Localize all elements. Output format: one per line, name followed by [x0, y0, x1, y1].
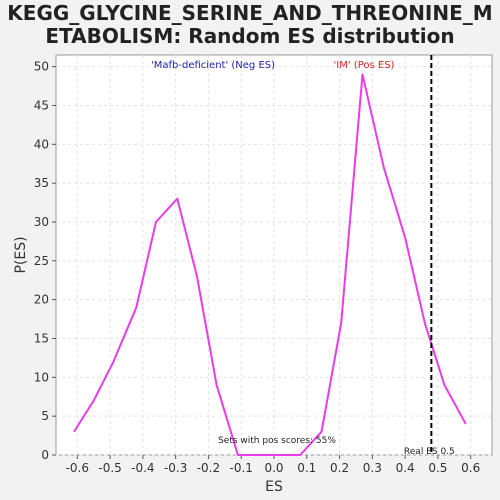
x-tick-label: -0.1	[230, 461, 253, 475]
pos-scores-annotation: Sets with pos scores: 55%	[218, 436, 336, 446]
x-tick-label: 0.1	[297, 461, 316, 475]
y-tick-label: 40	[34, 137, 49, 151]
y-tick-label: 15	[34, 331, 49, 345]
legend-neg-es: 'Mafb-deficient' (Neg ES)	[151, 60, 275, 71]
x-tick-label: 0.2	[330, 461, 349, 475]
x-tick-label: 0.6	[461, 461, 480, 475]
y-tick-label: 30	[34, 215, 49, 229]
y-tick-label: 50	[34, 60, 49, 74]
y-tick-label: 20	[34, 293, 49, 307]
chart-title-line-2: ETABOLISM: Random ES distribution	[45, 24, 454, 48]
x-tick-label: -0.4	[131, 461, 154, 475]
x-axis-ticks: -0.6 -0.5 -0.4 -0.3 -0.2 -0.1 0.0 0.1 0.2 0.3 0.4 0…	[66, 455, 480, 475]
y-tick-label: 25	[34, 254, 49, 268]
y-axis-label: P(ES)	[13, 236, 29, 273]
x-tick-label: 0.0	[264, 461, 283, 475]
y-tick-label: 5	[41, 409, 49, 423]
y-axis-ticks: 0 5 10 15 20 25 30 35 40 45 50	[34, 60, 56, 462]
es-distribution-line	[73, 73, 467, 456]
chart-title-line-1: KEGG_GLYCINE_SERINE_AND_THREONINE_M	[7, 1, 492, 25]
x-tick-label: -0.5	[98, 461, 121, 475]
x-tick-label: 0.3	[363, 461, 382, 475]
y-tick-label: 0	[41, 448, 49, 462]
x-tick-label: -0.6	[66, 461, 89, 475]
x-axis-label: ES	[265, 479, 283, 495]
x-tick-label: -0.2	[197, 461, 220, 475]
y-tick-label: 45	[34, 98, 49, 112]
x-tick-label: 0.5	[428, 461, 447, 475]
x-tick-label: -0.3	[164, 461, 187, 475]
y-tick-label: 10	[34, 370, 49, 384]
legend-pos-es: 'IM' (Pos ES)	[334, 60, 395, 71]
x-tick-label: 0.4	[396, 461, 415, 475]
y-tick-label: 35	[34, 176, 49, 190]
real-es-label: Real ES 0.5	[404, 447, 455, 457]
